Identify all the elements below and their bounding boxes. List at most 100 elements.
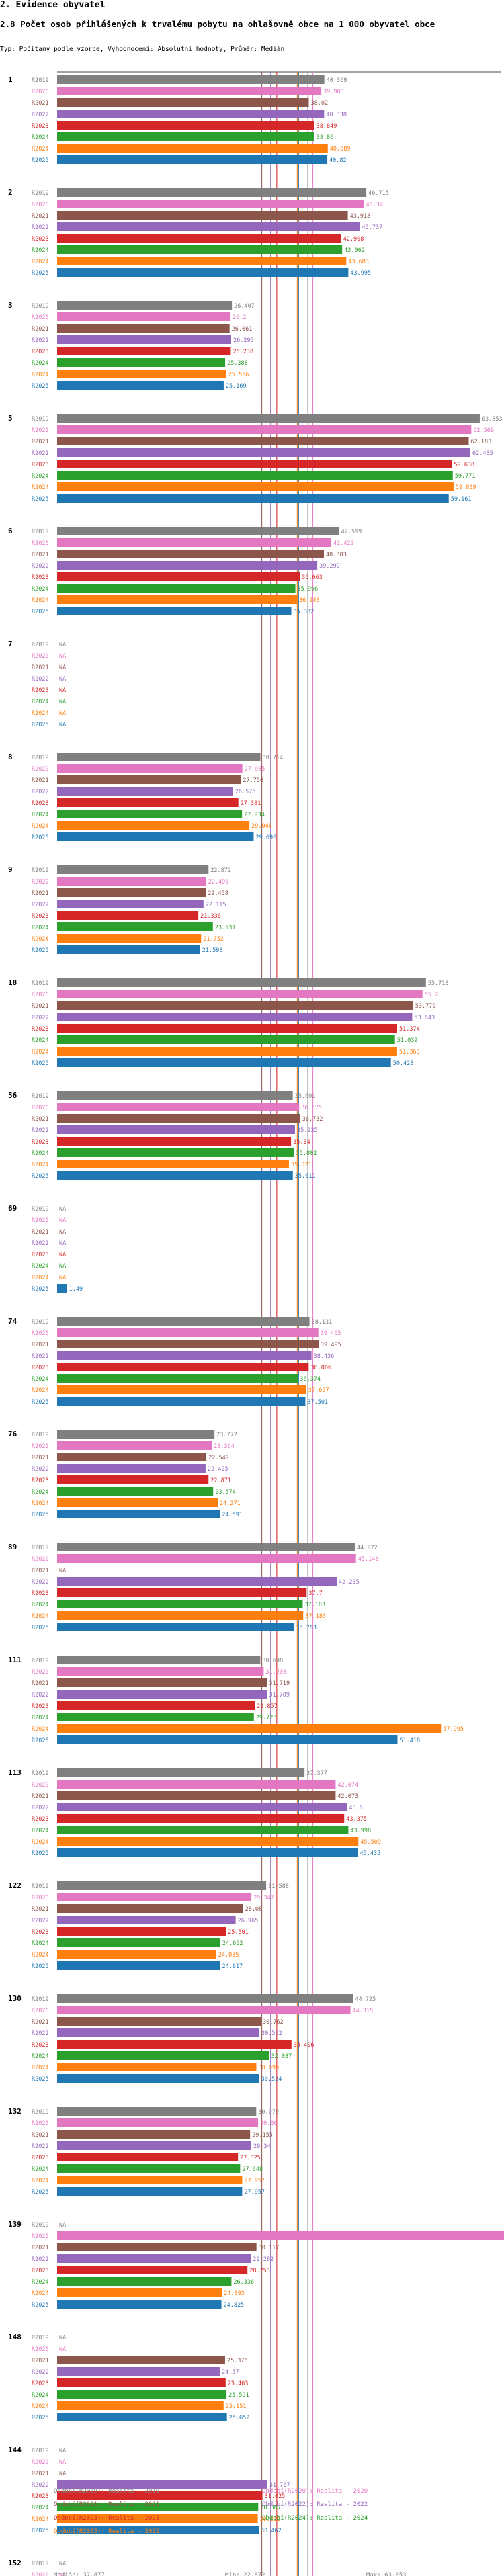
na-label: NA — [59, 2222, 66, 2229]
row-label: R2025 — [32, 1286, 49, 1293]
row-label: R2019 — [32, 755, 49, 761]
bar-value-label: 44.315 — [353, 2008, 374, 2014]
group-label: 139 — [8, 2220, 22, 2229]
row-label: R2021 — [32, 1680, 49, 1687]
row-label: R2020 — [32, 314, 49, 321]
row-label: R2022 — [32, 902, 49, 908]
bar-value-label: 24.57 — [222, 2369, 239, 2376]
bar-value-label: 30.36 — [260, 2120, 278, 2127]
row-label: R2022 — [32, 563, 49, 570]
bar-value-label: 36.374 — [300, 1376, 321, 1383]
row-label: R2024 — [32, 473, 49, 480]
bar-r2023 — [57, 798, 239, 807]
row-label: R2021 — [32, 1342, 49, 1348]
row-label: R2021 — [32, 1455, 49, 1461]
bar-r2019 — [57, 2107, 257, 2116]
bar-r2025 — [57, 1724, 442, 1733]
bar-value-label: 45.737 — [362, 224, 383, 231]
na-label: NA — [59, 1252, 66, 1258]
row-label: R2020 — [32, 766, 49, 773]
bar-r2019 — [57, 414, 480, 423]
bar-value-label: 22.549 — [208, 1455, 229, 1461]
bar-value-label: 30.714 — [263, 755, 284, 761]
bar-value-label: 27.957 — [244, 2189, 265, 2196]
row-label: R2022 — [32, 2482, 49, 2489]
bar-value-label: 40.338 — [326, 112, 347, 118]
row-label: R2022 — [32, 2369, 49, 2376]
bar-value-label: 27.934 — [244, 812, 265, 818]
bar-value-label: 39.299 — [319, 563, 340, 570]
group-label: 18 — [8, 978, 17, 987]
row-label: R2019 — [32, 980, 49, 987]
bar-r2026 — [57, 607, 292, 615]
na-label: NA — [59, 653, 66, 660]
row-label: R2020 — [32, 879, 49, 886]
row-label: R2024 — [32, 710, 49, 717]
bar-value-label: 36.243 — [299, 597, 320, 604]
row-label: R2023 — [32, 1929, 49, 1936]
bar-r2024 — [57, 2503, 259, 2511]
bar-value-label: 40.889 — [330, 146, 351, 153]
bar-r2023 — [57, 2153, 239, 2161]
bar-value-label: 51.039 — [397, 1037, 418, 1044]
na-label: NA — [59, 1568, 66, 1574]
row-label: R2025 — [32, 1060, 49, 1067]
bar-value-label: 35.601 — [295, 1093, 316, 1100]
row-label: R2024 — [32, 134, 49, 141]
row-label: R2024 — [32, 597, 49, 604]
bar-value-label: 30.312 — [260, 2516, 281, 2523]
row-label: R2023 — [32, 1477, 49, 1484]
na-label: NA — [59, 1240, 66, 1247]
bar-r2025 — [57, 1498, 218, 1507]
group-label: 69 — [8, 1204, 17, 1213]
row-label: R2020 — [32, 1556, 49, 1563]
row-label: R2024 — [32, 2392, 49, 2399]
row-label: R2019 — [32, 416, 49, 423]
bar-value-label: 37.657 — [308, 1387, 329, 1394]
row-label: R2024 — [32, 2403, 49, 2410]
bar-r2020 — [57, 87, 322, 95]
bar-r2025 — [57, 934, 202, 943]
bar-value-label: 46.715 — [368, 190, 389, 197]
bar-r2020 — [57, 1328, 319, 1337]
row-label: R2022 — [32, 1918, 49, 1924]
bar-value-label: 53.643 — [414, 1015, 435, 1021]
group-label: 1 — [8, 75, 13, 84]
bar-value-label: 29.857 — [257, 1703, 278, 1710]
row-label: R2025 — [32, 1737, 49, 1744]
row-label: R2021 — [32, 1229, 49, 1236]
bar-value-label: 35.996 — [298, 586, 319, 593]
row-label: R2024 — [32, 1049, 49, 1056]
bar-r2020 — [57, 2006, 351, 2014]
row-label: R2024 — [32, 2279, 49, 2286]
row-label: R2019 — [32, 2109, 49, 2116]
row-label: R2025 — [32, 834, 49, 841]
bar-r2021 — [57, 775, 241, 784]
bar-value-label: 24.893 — [224, 2290, 245, 2297]
bar-r2020 — [57, 2118, 259, 2127]
row-label: R2022 — [32, 2256, 49, 2263]
bar-r2025 — [57, 821, 250, 830]
row-label: R2021 — [32, 2132, 49, 2139]
row-label: R2021 — [32, 2471, 49, 2477]
bar-r2021 — [57, 211, 348, 220]
bar-r2020 — [57, 1441, 212, 1450]
bar-value-label: 26.2 — [233, 314, 246, 321]
bar-r2020 — [57, 2231, 504, 2240]
bar-r2023 — [57, 911, 199, 920]
bar-value-label: 39.465 — [321, 1330, 341, 1337]
group-label: 111 — [8, 1656, 22, 1664]
row-label: R2022 — [32, 1805, 49, 1811]
row-label: R2024 — [32, 823, 49, 830]
stat-median: Medián: 37.877 — [54, 2572, 105, 2576]
bar-r2019 — [57, 1430, 215, 1439]
bar-r2023 — [57, 1701, 255, 1710]
bar-value-label: 37.7 — [308, 1590, 322, 1597]
bar-r2019 — [57, 1543, 355, 1551]
bar-value-label: 40.303 — [326, 552, 347, 558]
na-label: NA — [59, 1206, 66, 1213]
bar-r2022 — [57, 1803, 347, 1811]
bar-r2026 — [57, 1171, 293, 1180]
group-label: 144 — [8, 2446, 22, 2454]
bar-r2022 — [57, 787, 233, 796]
